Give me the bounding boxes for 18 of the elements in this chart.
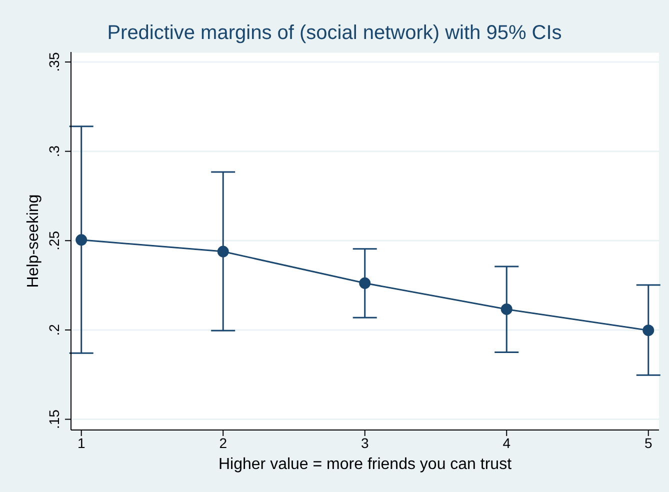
x-tick-label: 5: [644, 434, 652, 451]
y-tick-label: .35: [46, 52, 62, 72]
y-tick-label: .15: [46, 409, 62, 430]
chart-title: Predictive margins of (social network) with 95% CIs: [106, 22, 563, 45]
x-tick-label: 2: [219, 434, 228, 451]
x-tick-label: 3: [360, 434, 369, 451]
point: [217, 246, 229, 258]
y-tick-label: .3: [46, 145, 62, 158]
x-tick-label: 4: [502, 434, 511, 451]
x-axis-title: Higher value = more friends you can trust: [217, 456, 513, 474]
point: [359, 277, 371, 289]
y-tick-label: .25: [46, 230, 62, 250]
x-tick-label: 1: [77, 434, 86, 451]
point: [76, 234, 88, 246]
y-axis-title: Help-seeking: [25, 194, 43, 288]
point: [642, 324, 654, 336]
y-tick-label: .2: [46, 324, 62, 336]
point: [500, 303, 512, 315]
